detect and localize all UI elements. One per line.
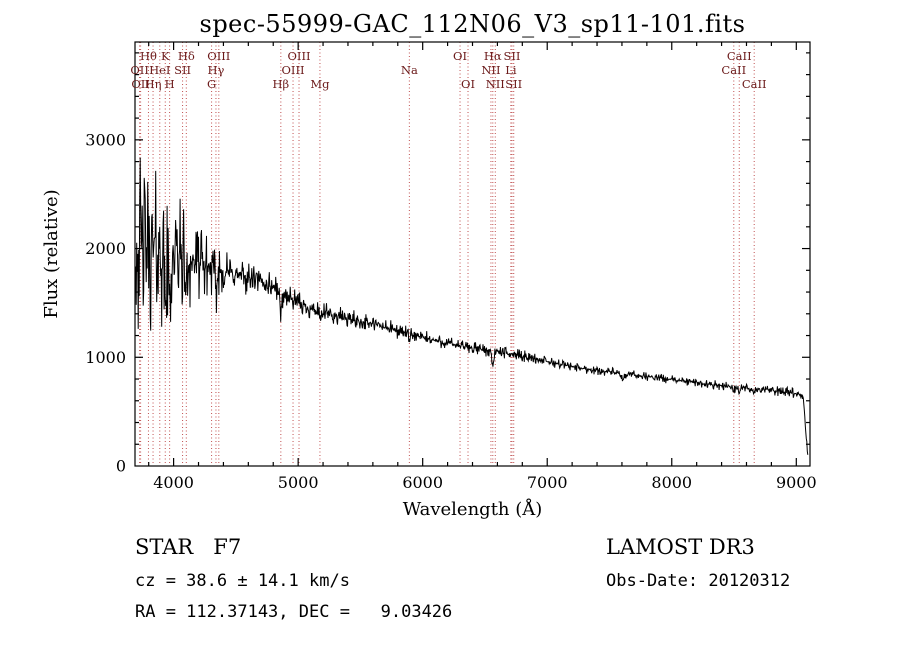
spectral-marker-label: OI [461,77,475,91]
axes-box [134,41,811,467]
cz-label: cz = 38.6 ± 14.1 km/s [135,571,350,591]
spectral-marker-label: Hθ [140,49,157,63]
x-axis-title: Wavelength (Å) [403,498,543,520]
spectral-marker-label: Hβ [272,77,289,91]
spectral-marker-label: Hη [145,77,162,91]
y-tick-label: 0 [116,457,126,476]
x-tick-label: 9000 [776,473,817,492]
spectral-marker-label: SII [174,63,191,77]
spectral-marker-label: OII [131,77,150,91]
axes [134,41,811,467]
spectral-marker-label: NII [486,77,505,91]
x-tick-label: 7000 [527,473,568,492]
radec-label: RA = 112.37143, DEC = 9.03426 [135,602,453,622]
spectrum-path [135,157,809,455]
y-tick-label: 2000 [85,239,126,258]
spectral-marker-label: OIII [207,49,230,63]
spectral-marker-label: CaII [721,63,746,77]
spectral-marker-label: Hδ [178,49,195,63]
obs-date-label: Obs-Date: 20120312 [606,571,791,591]
x-tick-label: 5000 [278,473,319,492]
spectral-marker-label: SII [505,77,522,91]
y-axis-title: Flux (relative) [41,189,62,318]
y-tick-label: 3000 [85,130,126,149]
tick-labels: 4000 5000 6000 7000 8000 9000 0 1000 2000 3000 [85,130,816,492]
spectral-marker-label: OIII [282,63,305,77]
spectral-marker-label: OIII [287,49,310,63]
y-tick-label: 1000 [85,348,126,367]
x-tick-label: 6000 [402,473,443,492]
spectral-marker-label: G [207,77,216,91]
spectral-marker-label: Na [401,63,418,77]
chart-title: spec-55999-GAC_112N06_V3_sp11-101.fits [199,10,746,38]
x-tick-label: 8000 [651,473,692,492]
spectral-marker-lines [139,42,755,466]
survey-label: LAMOST DR3 [606,535,755,559]
star-class-label: STAR F7 [135,535,242,559]
spectral-marker-label: Mg [310,77,330,91]
spectral-marker-label: CaII [742,77,767,91]
spectral-marker-label: NII [481,63,500,77]
spectral-marker-label: Hα [484,49,502,63]
spectral-marker-label: Li [505,63,517,77]
spectral-marker-label: OI [453,49,467,63]
spectral-marker-label: SII [503,49,520,63]
spectral-marker-label: OII [130,63,149,77]
spectral-marker-label: CaII [727,49,752,63]
spectral-marker-label: Hγ [207,63,224,77]
spectral-marker-label: K [161,49,170,63]
spectral-marker-label: H [165,77,175,91]
spectral-marker-label: HeI [149,63,170,77]
x-tick-label: 4000 [153,473,194,492]
spectral-marker-labels: OIIOIIHθHηHeIKHSIIHδGHγOIIIHβOIIIOIIIMgN… [130,49,766,91]
